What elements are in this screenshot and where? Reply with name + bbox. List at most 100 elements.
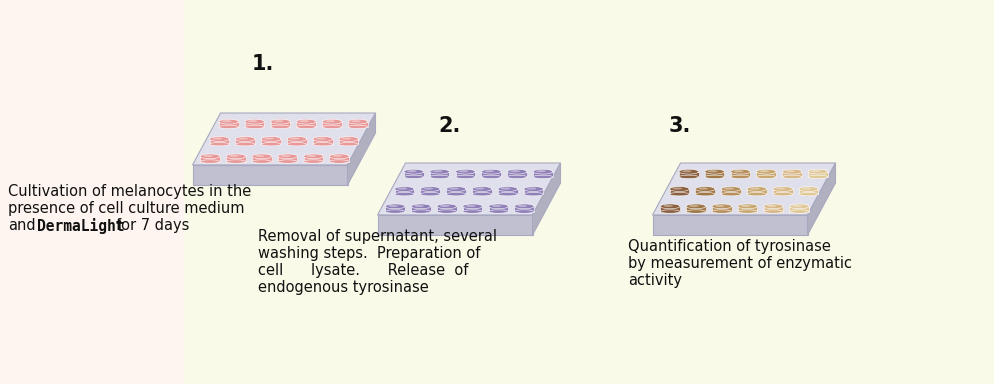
Ellipse shape [348,119,368,124]
Ellipse shape [772,192,792,196]
Polygon shape [287,139,306,144]
Ellipse shape [689,205,698,207]
Ellipse shape [458,170,468,172]
Polygon shape [788,206,808,212]
Polygon shape [192,113,375,165]
Ellipse shape [678,175,698,179]
Ellipse shape [755,169,775,174]
Ellipse shape [669,187,689,192]
Ellipse shape [471,187,491,192]
Ellipse shape [404,169,423,174]
Ellipse shape [798,192,818,196]
Ellipse shape [239,137,248,140]
Polygon shape [313,139,332,144]
Ellipse shape [791,205,801,207]
Ellipse shape [755,175,775,179]
Ellipse shape [730,169,749,174]
Polygon shape [404,172,423,177]
Polygon shape [446,189,465,194]
Ellipse shape [432,170,442,172]
Ellipse shape [236,142,254,146]
Ellipse shape [203,155,213,157]
Ellipse shape [704,169,724,174]
Polygon shape [807,163,835,235]
Bar [184,0,994,384]
Ellipse shape [411,210,430,213]
Polygon shape [488,206,508,212]
Ellipse shape [303,154,323,159]
Ellipse shape [517,205,527,207]
Polygon shape [329,156,349,162]
Ellipse shape [439,205,449,207]
Ellipse shape [730,175,749,179]
Ellipse shape [765,205,775,207]
Ellipse shape [270,125,290,129]
Ellipse shape [254,155,264,157]
Polygon shape [652,215,807,235]
Ellipse shape [245,125,264,129]
Ellipse shape [251,160,271,163]
Ellipse shape [395,187,414,192]
Ellipse shape [287,137,306,141]
Ellipse shape [222,120,232,122]
Ellipse shape [481,169,501,174]
Ellipse shape [404,175,423,179]
Ellipse shape [721,192,741,196]
Polygon shape [481,172,501,177]
Ellipse shape [429,175,449,179]
Polygon shape [762,206,782,212]
Polygon shape [261,139,280,144]
Ellipse shape [313,137,332,141]
Ellipse shape [351,120,361,122]
Ellipse shape [788,210,808,213]
Polygon shape [436,206,456,212]
Ellipse shape [251,154,271,159]
Text: by measurement of enzymatic: by measurement of enzymatic [627,256,851,271]
Ellipse shape [273,120,283,122]
Ellipse shape [219,119,239,124]
Ellipse shape [280,155,290,157]
Ellipse shape [510,170,520,172]
Ellipse shape [245,119,264,124]
Polygon shape [660,206,679,212]
Text: Quantification of tyrosinase: Quantification of tyrosinase [627,239,830,254]
Ellipse shape [296,125,316,129]
Polygon shape [523,189,543,194]
Polygon shape [730,172,749,177]
Ellipse shape [455,175,475,179]
Bar [0,0,184,384]
Ellipse shape [533,175,553,179]
Ellipse shape [514,204,534,209]
Polygon shape [746,189,766,194]
Polygon shape [755,172,775,177]
Ellipse shape [287,142,306,146]
Polygon shape [200,156,220,162]
Polygon shape [251,156,271,162]
Ellipse shape [348,125,368,129]
Ellipse shape [299,120,309,122]
Text: 1.: 1. [251,54,274,74]
Text: Cultivation of melanocytes in the: Cultivation of melanocytes in the [8,184,251,199]
Polygon shape [781,172,801,177]
Ellipse shape [746,187,766,192]
Polygon shape [686,206,705,212]
Ellipse shape [270,119,290,124]
Text: 2.: 2. [438,116,461,136]
Ellipse shape [264,137,273,140]
Polygon shape [737,206,756,212]
Ellipse shape [407,170,416,172]
Polygon shape [429,172,449,177]
Polygon shape [652,163,835,215]
Ellipse shape [669,192,689,196]
Polygon shape [712,206,731,212]
Ellipse shape [733,170,743,172]
Ellipse shape [678,169,698,174]
Polygon shape [210,139,229,144]
Ellipse shape [810,170,820,172]
Polygon shape [219,122,239,127]
Text: DermaLight: DermaLight [37,218,124,234]
Ellipse shape [277,160,297,163]
Polygon shape [497,189,517,194]
Ellipse shape [807,175,827,179]
Polygon shape [236,139,254,144]
